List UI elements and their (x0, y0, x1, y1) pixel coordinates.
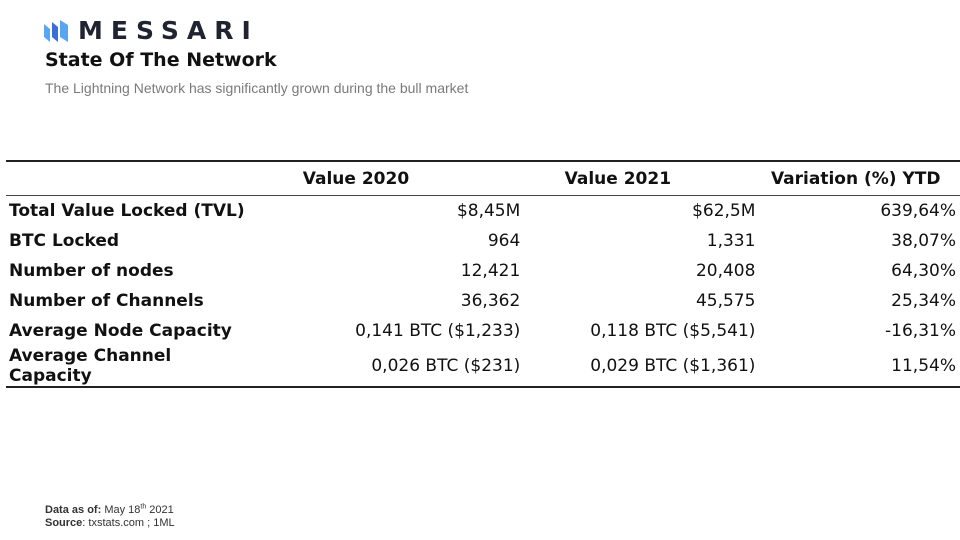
row-label: Number of Channels (9, 291, 204, 311)
row-label: Total Value Locked (TVL) (9, 201, 245, 221)
column-header-metric (6, 161, 252, 196)
table-header-row: Value 2020 Value 2021 Variation (%) YTD (6, 161, 960, 196)
table-row: BTC Locked 964 1,331 38,07% (6, 226, 960, 256)
cell-variation: -16,31% (885, 321, 956, 341)
cell-value-2021: 0,118 BTC ($5,541) (590, 321, 756, 341)
source-value: : txstats.com ; 1ML (82, 517, 175, 529)
cell-value-2020: 964 (487, 231, 521, 251)
cell-variation: 639,64% (880, 201, 956, 221)
column-header-value-2020: Value 2020 (302, 168, 410, 189)
footer-notes: Data as of: May 18th 2021 Source: txstat… (45, 503, 175, 530)
source-line: Source: txstats.com ; 1ML (45, 517, 175, 530)
data-as-of-value: May 18 (104, 504, 141, 516)
table-row: Average Channel Capacity 0,026 BTC ($231… (6, 346, 960, 387)
page-title: State Of The Network (45, 49, 277, 71)
row-label: Average Node Capacity (9, 321, 232, 341)
network-stats-table: Value 2020 Value 2021 Variation (%) YTD … (6, 160, 960, 388)
data-as-of-suffix: th (140, 503, 147, 511)
column-header-variation: Variation (%) YTD (770, 168, 941, 189)
cell-value-2020: 36,362 (460, 291, 521, 311)
cell-variation: 11,54% (891, 356, 956, 376)
brand-name: MESSARI (78, 16, 259, 45)
cell-value-2020: 0,026 BTC ($231) (371, 356, 521, 376)
cell-value-2021: 0,029 BTC ($1,361) (590, 356, 756, 376)
data-as-of-year: 2021 (149, 504, 174, 516)
row-label: Number of nodes (9, 261, 174, 281)
messari-logo-icon (44, 19, 68, 42)
cell-value-2020: 0,141 BTC ($1,233) (355, 321, 521, 341)
table-row: Number of nodes 12,421 20,408 64,30% (6, 256, 960, 286)
cell-value-2021: 45,575 (695, 291, 756, 311)
cell-value-2021: $62,5M (692, 201, 756, 221)
cell-value-2020: $8,45M (456, 201, 521, 221)
cell-variation: 64,30% (891, 261, 956, 281)
table-row: Average Node Capacity 0,141 BTC ($1,233)… (6, 316, 960, 346)
row-label: Average Channel Capacity (9, 346, 172, 386)
table-row: Total Value Locked (TVL) $8,45M $62,5M 6… (6, 196, 960, 227)
brand-header: MESSARI (44, 16, 259, 45)
cell-value-2021: 20,408 (695, 261, 756, 281)
cell-value-2020: 12,421 (460, 261, 521, 281)
column-header-value-2021: Value 2021 (564, 168, 672, 189)
cell-variation: 38,07% (891, 231, 956, 251)
source-label: Source (45, 517, 83, 529)
table-row: Number of Channels 36,362 45,575 25,34% (6, 286, 960, 316)
cell-variation: 25,34% (891, 291, 956, 311)
data-as-of-line: Data as of: May 18th 2021 (45, 503, 175, 517)
data-as-of-label: Data as of: (45, 504, 102, 516)
page-subtitle: The Lightning Network has significantly … (45, 80, 469, 96)
cell-value-2021: 1,331 (706, 231, 756, 251)
row-label: BTC Locked (9, 231, 120, 251)
